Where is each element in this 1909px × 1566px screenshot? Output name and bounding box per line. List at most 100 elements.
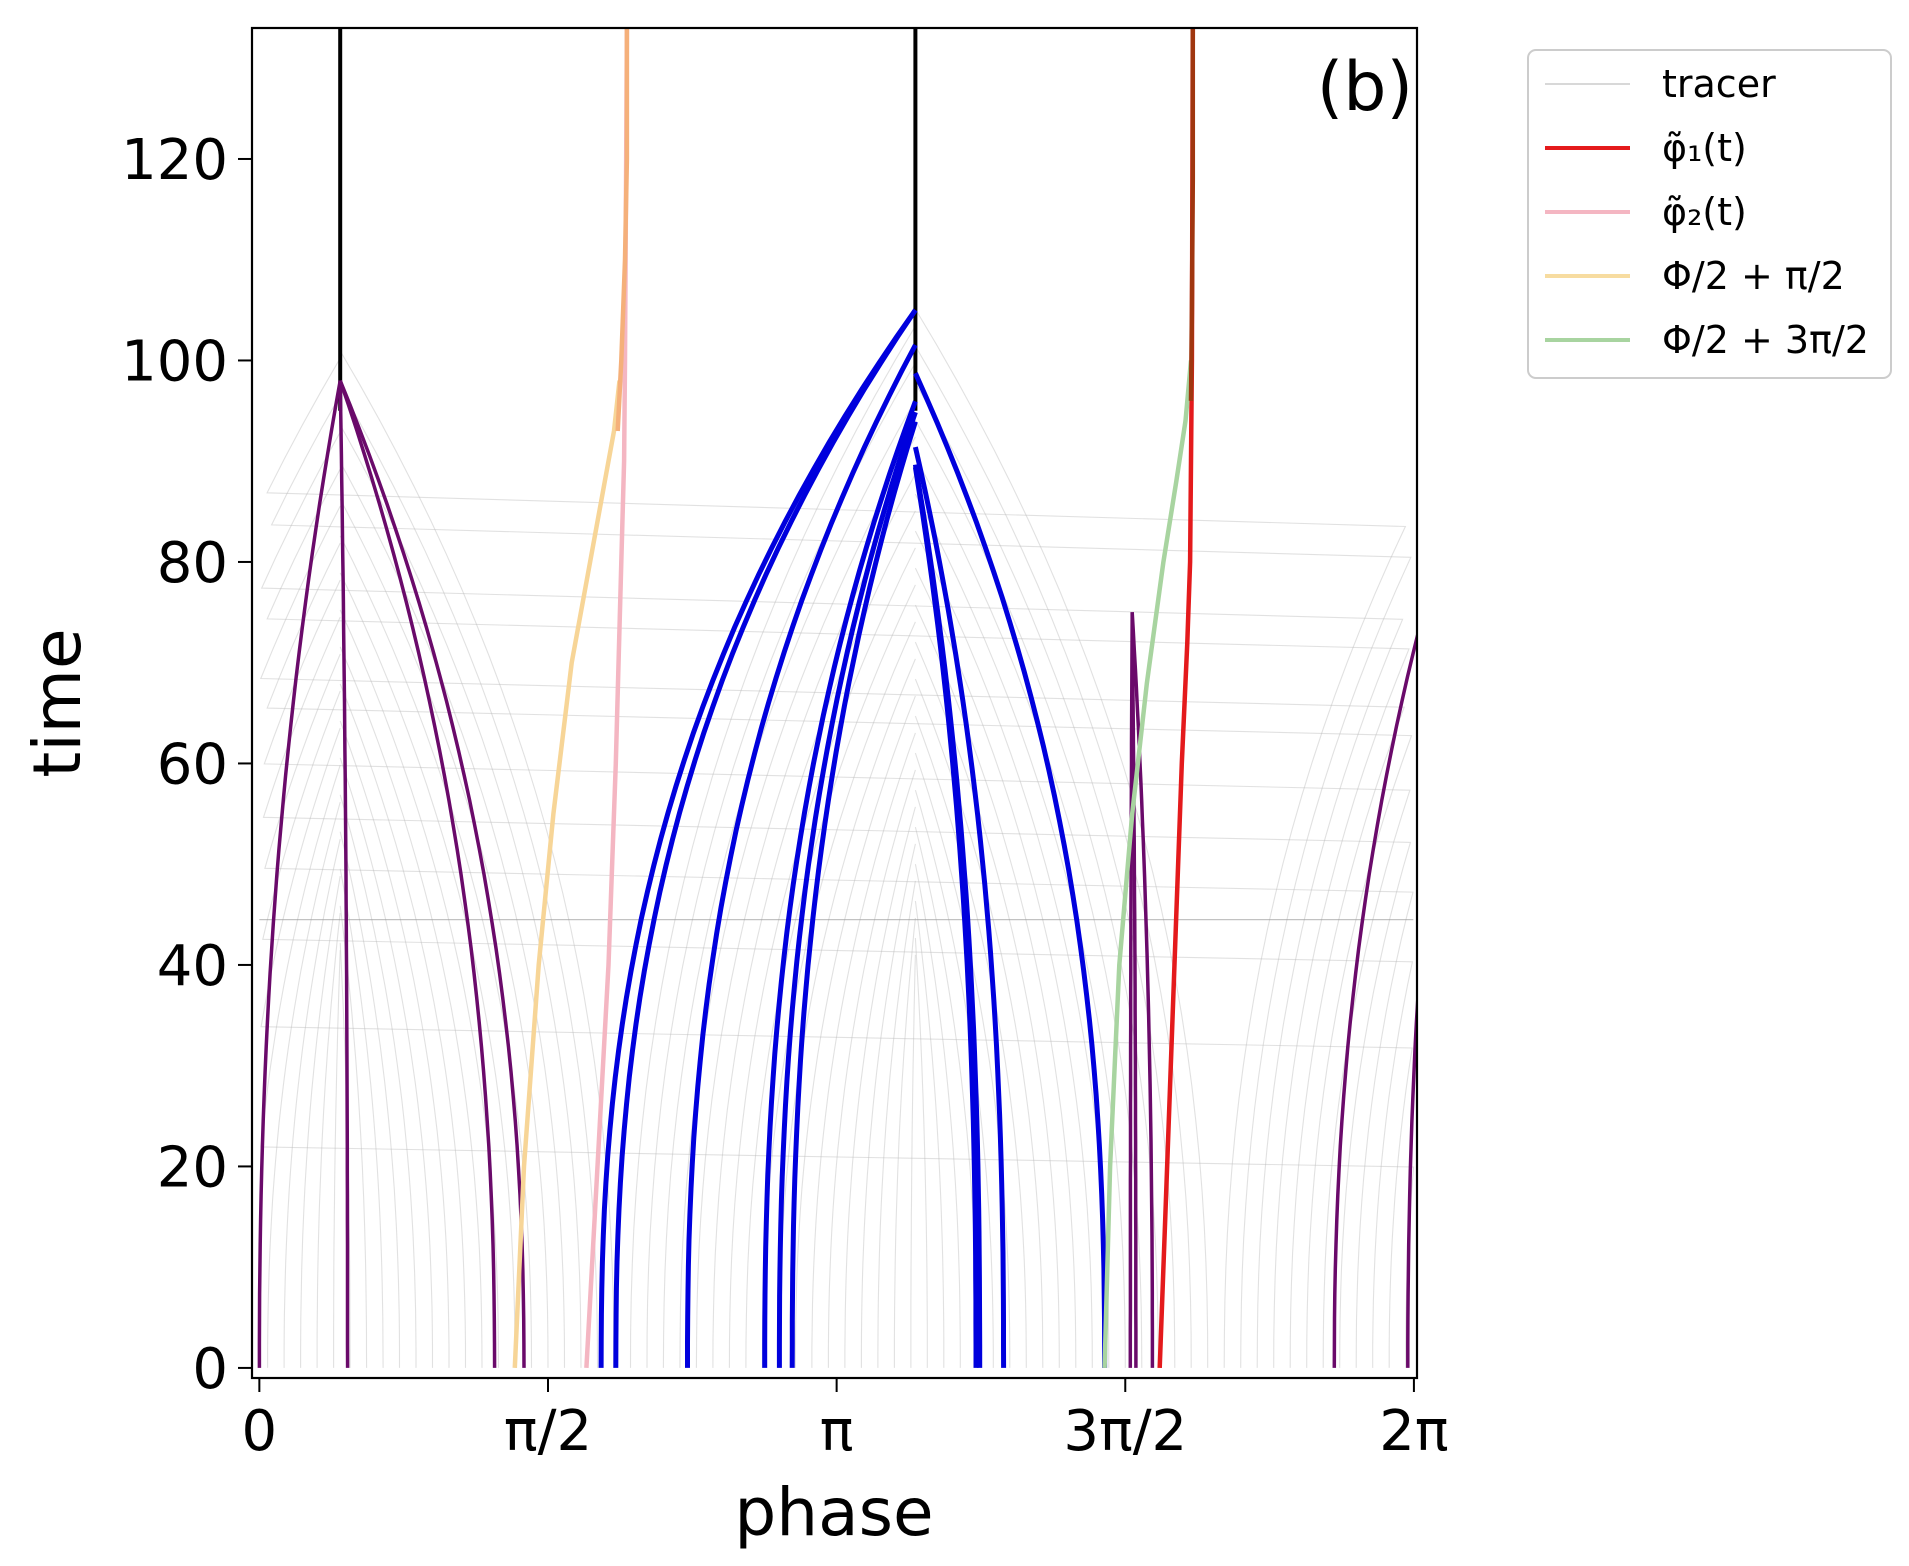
series-line [1188, 28, 1196, 401]
tracer-curve [266, 468, 1410, 1368]
series-line [512, 380, 622, 1369]
legend: tracer φ̃₁(t) φ̃₂(t) Φ/2 + π/2 Φ/2 + 3π/2 [1527, 49, 1892, 379]
tracer-curve [910, 954, 916, 1368]
tracer-curve [283, 838, 341, 1368]
tracer-curve [270, 394, 1412, 1368]
tracer-curve [260, 727, 1413, 1368]
tracer-curve [339, 609, 500, 1368]
tracer-curve [339, 461, 566, 1368]
blue-trajectory [598, 308, 918, 1368]
tracer-curve [662, 399, 916, 1368]
x-axis-label: phase [734, 1474, 933, 1551]
x-tick-label: π/2 [504, 1399, 592, 1464]
x-tick-label: 0 [242, 1399, 278, 1464]
tracer-curve [266, 542, 1413, 1368]
blue-trajectory [776, 411, 918, 1368]
x-tick-label: 3π/2 [1063, 1399, 1187, 1464]
tracer-curve [316, 913, 341, 1368]
x-tick-label: 2π [1379, 1399, 1448, 1464]
y-tick-label: 20 [157, 1135, 228, 1200]
tracer-curve [914, 567, 1093, 1368]
tracer-curve [259, 505, 1405, 1368]
x-tick-label: π [820, 1399, 854, 1464]
y-tick-label: 0 [192, 1337, 228, 1402]
y-axis: 0 20 40 60 80 100 120 [121, 128, 252, 1402]
tracer-curve [914, 641, 1060, 1368]
tracer-curve [914, 715, 1027, 1368]
tracer-curve [877, 880, 916, 1368]
tracer-curve [339, 498, 549, 1368]
series-line [1102, 360, 1194, 1368]
tracer-curve [266, 357, 1407, 1368]
legend-label: tracer [1662, 62, 1776, 106]
purple-trajectory [1332, 630, 1417, 1368]
legend-label: φ̃₂(t) [1662, 190, 1747, 234]
tracer-curve [914, 382, 1176, 1368]
series-line [1157, 28, 1196, 1368]
tracer-curve [844, 806, 916, 1368]
y-tick-label: 120 [121, 128, 228, 193]
tracer-curve [728, 547, 916, 1368]
tracer-curve [339, 831, 401, 1368]
legend-label: Φ/2 + π/2 [1662, 254, 1845, 298]
legend-frame [1527, 49, 1892, 379]
tracer-curve [339, 646, 483, 1368]
tracer-curve [339, 535, 533, 1368]
tracer-curve [860, 843, 916, 1368]
tracer-curve [893, 917, 916, 1368]
series-line [615, 28, 630, 432]
y-tick-label: 60 [157, 732, 228, 797]
tracer-curve [339, 387, 599, 1368]
tracer-curve [811, 732, 916, 1368]
tracer-curve [339, 794, 417, 1368]
tracer-curve [339, 720, 450, 1368]
blue-trajectory [613, 308, 918, 1368]
blue-trajectory [913, 372, 1108, 1368]
legend-label: φ̃₁(t) [1662, 126, 1747, 170]
blue-trajectory [912, 446, 1007, 1368]
tracer-curve [914, 752, 1011, 1368]
tracer-curve [339, 905, 368, 1368]
tracer-curve [262, 690, 1414, 1368]
x-axis: 0 π/2 π 3π/2 2π [242, 1378, 1449, 1464]
y-tick-label: 80 [157, 531, 228, 596]
y-axis-label: time [19, 628, 96, 777]
tracer-curve [339, 350, 615, 1368]
tracer-curve [339, 757, 434, 1368]
purple-trajectory [338, 380, 497, 1368]
blue-trajectory [912, 464, 983, 1368]
tracer-curve [339, 683, 467, 1368]
blue-trajectory [685, 343, 918, 1368]
tracer-curve [267, 801, 341, 1368]
tracer-curve [333, 950, 341, 1368]
tracer-curve [300, 876, 341, 1368]
tracer-curve [827, 769, 916, 1368]
y-tick-label: 40 [157, 934, 228, 999]
purple-trajectory [1406, 983, 1417, 1368]
tracer-curve [339, 572, 516, 1368]
tracer-layer [259, 28, 1415, 1368]
tracer-curve [679, 436, 916, 1368]
tracer-curve [339, 424, 582, 1368]
tracer-curve [260, 431, 1404, 1368]
tracer-curve [263, 579, 1411, 1368]
legend-label: Φ/2 + 3π/2 [1662, 318, 1869, 362]
blue-trajectory [762, 400, 918, 1368]
panel-label: (b) [1317, 48, 1413, 127]
purple-trajectory [1130, 612, 1138, 1368]
tracer-curve [629, 325, 916, 1368]
blue-trajectory [789, 420, 918, 1368]
plot-frame [250, 26, 1419, 1380]
series-layer [257, 28, 1417, 1369]
tracer-curve [914, 937, 928, 1368]
tracer-curve [264, 653, 1414, 1368]
purple-trajectory [1128, 612, 1134, 1368]
purple-trajectory [338, 380, 350, 1368]
y-tick-label: 100 [121, 329, 228, 394]
purple-trajectory [257, 380, 342, 1368]
tracer-curve [339, 868, 384, 1368]
tracer-curve [914, 900, 945, 1368]
tracer-curve [794, 695, 916, 1368]
tracer-curve [914, 863, 961, 1368]
